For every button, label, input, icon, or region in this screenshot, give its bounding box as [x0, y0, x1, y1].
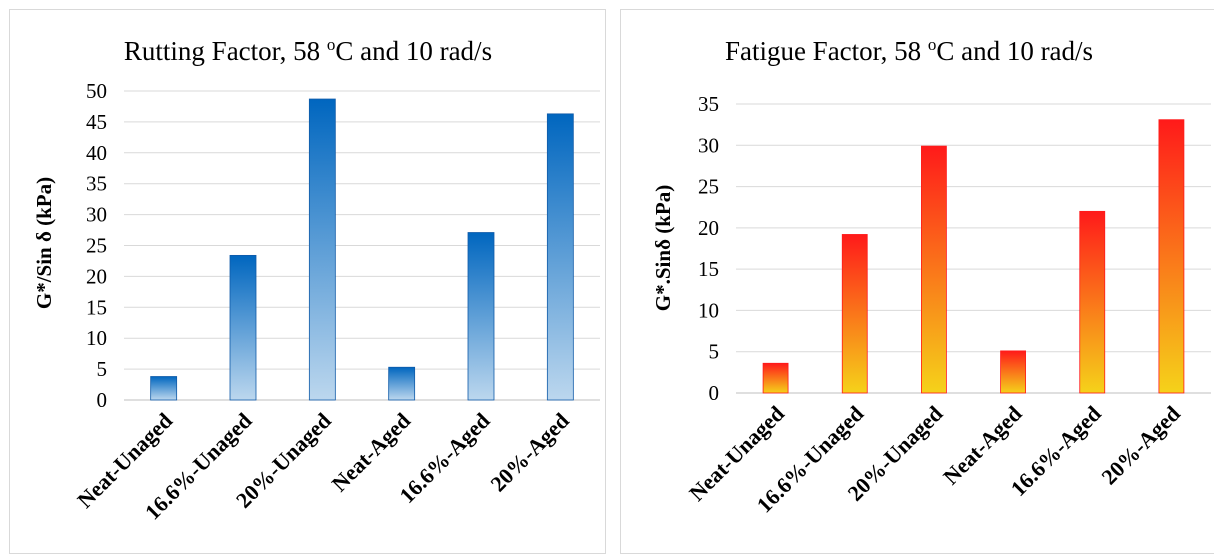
- plot-area: 05101520253035404550Neat-Unaged16.6%-Una…: [72, 79, 600, 524]
- bar: [467, 232, 495, 401]
- bar: [921, 145, 947, 394]
- bar: [1158, 119, 1185, 394]
- y-tick-label: 10: [86, 326, 107, 350]
- y-tick-label: 20: [86, 264, 107, 288]
- rutting-factor-chart: Rutting Factor, 58 oC and 10 rad/s G*/Si…: [9, 9, 606, 554]
- y-tick-label: 5: [97, 357, 108, 381]
- bar: [841, 234, 868, 394]
- bar: [150, 376, 178, 401]
- plot-area: 05101520253035Neat-Unaged16.6%-Unaged20%…: [684, 92, 1211, 517]
- y-axis-label: G*/Sin δ (kPa): [32, 177, 56, 309]
- y-tick-label: 45: [86, 110, 107, 134]
- fatigue-factor-chart-svg: Fatigue Factor, 58 oC and 10 rad/s G*.Si…: [651, 35, 1211, 517]
- y-tick-label: 10: [698, 298, 719, 322]
- y-tick-label: 50: [86, 79, 107, 103]
- y-tick-label: 15: [86, 295, 107, 319]
- x-tick-label: 20%-Aged: [1096, 401, 1185, 490]
- bar: [388, 366, 416, 401]
- fatigue-factor-chart: Fatigue Factor, 58 oC and 10 rad/s G*.Si…: [620, 9, 1214, 554]
- y-tick-label: 15: [698, 257, 719, 281]
- y-axis-label: G*.Sinδ (kPa): [651, 185, 675, 311]
- y-tick-label: 20: [698, 216, 719, 240]
- y-tick-label: 35: [698, 92, 719, 116]
- chart-title: Fatigue Factor, 58 oC and 10 rad/s: [725, 35, 1093, 66]
- x-tick-label: 20%-Aged: [485, 408, 574, 497]
- y-tick-label: 30: [698, 133, 719, 157]
- bar: [1079, 210, 1106, 394]
- y-tick-label: 35: [86, 172, 107, 196]
- y-tick-label: 40: [86, 141, 107, 165]
- bar: [762, 362, 789, 394]
- rutting-factor-chart-svg: Rutting Factor, 58 oC and 10 rad/s G*/Si…: [32, 35, 600, 524]
- y-tick-label: 25: [86, 234, 107, 258]
- y-tick-label: 25: [698, 175, 719, 199]
- bar: [308, 98, 336, 401]
- bar: [229, 254, 257, 401]
- y-tick-label: 0: [97, 388, 108, 412]
- bar: [1000, 350, 1026, 394]
- y-tick-label: 5: [709, 340, 720, 364]
- chart-title: Rutting Factor, 58 oC and 10 rad/s: [124, 35, 492, 66]
- y-tick-label: 0: [709, 381, 720, 405]
- y-tick-label: 30: [86, 203, 107, 227]
- bar: [546, 113, 574, 401]
